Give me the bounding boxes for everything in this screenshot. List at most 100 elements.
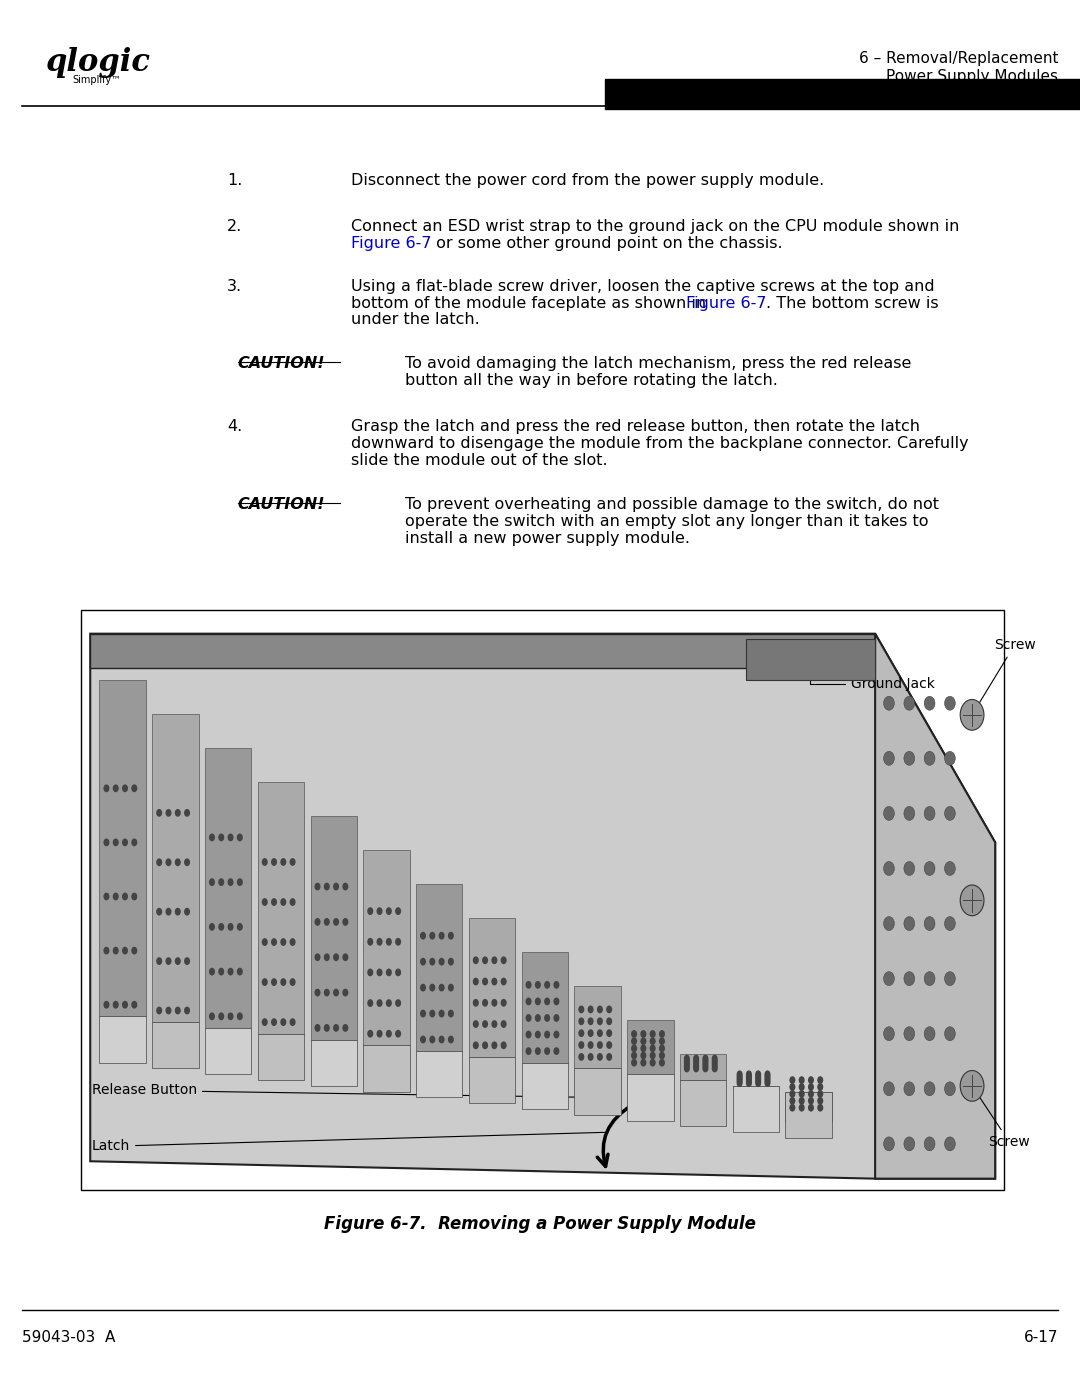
Circle shape bbox=[228, 968, 233, 975]
Circle shape bbox=[578, 1041, 584, 1049]
Circle shape bbox=[808, 1083, 814, 1091]
Circle shape bbox=[789, 1090, 795, 1098]
Circle shape bbox=[553, 1014, 559, 1021]
Text: Using a flat-blade screw driver, loosen the captive screws at the top and: Using a flat-blade screw driver, loosen … bbox=[351, 279, 934, 295]
Circle shape bbox=[904, 862, 915, 876]
Circle shape bbox=[208, 968, 215, 975]
Polygon shape bbox=[469, 1058, 515, 1104]
Circle shape bbox=[281, 898, 286, 905]
Circle shape bbox=[818, 1076, 823, 1084]
Circle shape bbox=[544, 997, 550, 1006]
Circle shape bbox=[684, 1058, 690, 1065]
Circle shape bbox=[808, 1076, 814, 1084]
Polygon shape bbox=[258, 1034, 305, 1080]
Circle shape bbox=[945, 806, 956, 820]
Circle shape bbox=[122, 893, 129, 901]
Circle shape bbox=[588, 1041, 594, 1049]
Polygon shape bbox=[627, 1074, 674, 1120]
Circle shape bbox=[228, 834, 233, 841]
Polygon shape bbox=[152, 1023, 199, 1069]
Circle shape bbox=[588, 1006, 594, 1013]
Circle shape bbox=[289, 978, 296, 986]
Circle shape bbox=[945, 862, 956, 876]
Circle shape bbox=[271, 1018, 278, 1025]
Polygon shape bbox=[680, 1080, 727, 1126]
Circle shape bbox=[798, 1097, 805, 1105]
Circle shape bbox=[535, 1048, 541, 1055]
Circle shape bbox=[755, 1080, 761, 1087]
Circle shape bbox=[693, 1062, 699, 1070]
Polygon shape bbox=[91, 634, 875, 669]
Circle shape bbox=[324, 883, 329, 890]
Circle shape bbox=[588, 1030, 594, 1037]
Circle shape bbox=[157, 957, 162, 965]
Circle shape bbox=[438, 932, 445, 940]
Circle shape bbox=[535, 981, 541, 989]
Circle shape bbox=[184, 1007, 190, 1014]
Circle shape bbox=[553, 1048, 559, 1055]
Circle shape bbox=[342, 989, 349, 996]
Circle shape bbox=[104, 947, 109, 954]
Circle shape bbox=[818, 1083, 823, 1091]
Circle shape bbox=[237, 1013, 243, 1020]
Circle shape bbox=[693, 1058, 699, 1065]
Circle shape bbox=[271, 978, 278, 986]
Text: under the latch.: under the latch. bbox=[351, 312, 480, 327]
Circle shape bbox=[798, 1090, 805, 1098]
Circle shape bbox=[491, 999, 498, 1007]
Text: 2.: 2. bbox=[227, 219, 242, 235]
Circle shape bbox=[597, 1030, 603, 1037]
Circle shape bbox=[904, 1137, 915, 1151]
Text: 59043-03  A: 59043-03 A bbox=[22, 1330, 114, 1345]
Polygon shape bbox=[363, 1045, 409, 1091]
Circle shape bbox=[314, 989, 321, 996]
Text: 6-17: 6-17 bbox=[1024, 1330, 1058, 1345]
Circle shape bbox=[175, 858, 180, 866]
Circle shape bbox=[157, 858, 162, 866]
Circle shape bbox=[218, 923, 225, 930]
Circle shape bbox=[526, 1031, 531, 1038]
Circle shape bbox=[228, 1013, 233, 1020]
Circle shape bbox=[420, 1035, 426, 1044]
Circle shape bbox=[702, 1055, 708, 1063]
Circle shape bbox=[482, 1041, 488, 1049]
Circle shape bbox=[482, 957, 488, 964]
Circle shape bbox=[631, 1052, 637, 1059]
Circle shape bbox=[281, 939, 286, 946]
Circle shape bbox=[473, 1041, 478, 1049]
Circle shape bbox=[904, 1081, 915, 1095]
Circle shape bbox=[208, 879, 215, 886]
Circle shape bbox=[883, 696, 894, 710]
Circle shape bbox=[960, 700, 984, 731]
Circle shape bbox=[818, 1090, 823, 1098]
Circle shape bbox=[606, 1006, 612, 1013]
Circle shape bbox=[184, 858, 190, 866]
Circle shape bbox=[578, 1030, 584, 1037]
Text: button all the way in before rotating the latch.: button all the way in before rotating th… bbox=[405, 373, 778, 388]
Circle shape bbox=[883, 1027, 894, 1041]
Circle shape bbox=[314, 918, 321, 926]
Circle shape bbox=[904, 806, 915, 820]
Circle shape bbox=[112, 1000, 119, 1009]
Circle shape bbox=[924, 916, 935, 930]
Circle shape bbox=[184, 809, 190, 817]
Circle shape bbox=[798, 1076, 805, 1084]
Circle shape bbox=[737, 1073, 743, 1080]
FancyBboxPatch shape bbox=[81, 610, 1004, 1190]
Polygon shape bbox=[152, 714, 199, 1023]
Circle shape bbox=[650, 1037, 656, 1045]
Circle shape bbox=[702, 1065, 708, 1073]
Polygon shape bbox=[522, 1063, 568, 1109]
Circle shape bbox=[324, 1024, 329, 1032]
Circle shape bbox=[588, 1017, 594, 1025]
Text: 4.: 4. bbox=[227, 419, 242, 434]
Polygon shape bbox=[785, 1091, 832, 1139]
Circle shape bbox=[342, 883, 349, 890]
Circle shape bbox=[237, 968, 243, 975]
Circle shape bbox=[429, 1035, 435, 1044]
Circle shape bbox=[420, 983, 426, 992]
Circle shape bbox=[808, 1104, 814, 1112]
Circle shape bbox=[333, 918, 339, 926]
Circle shape bbox=[544, 1031, 550, 1038]
Circle shape bbox=[367, 968, 374, 977]
